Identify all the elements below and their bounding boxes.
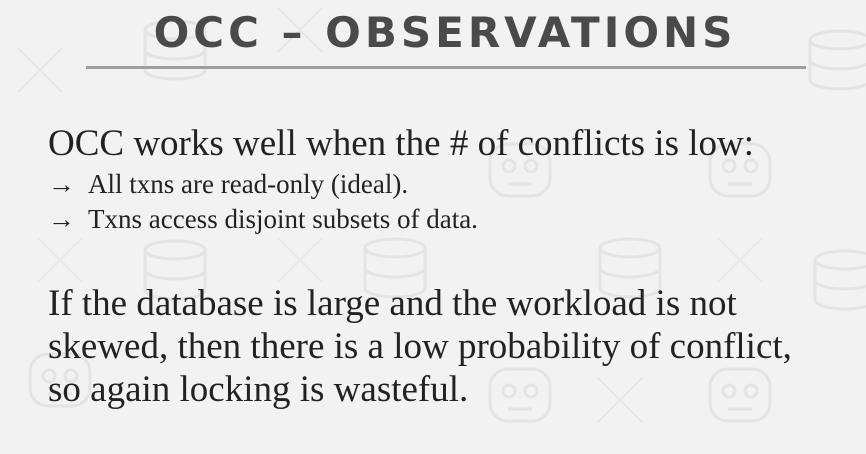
arrow-icon: → bbox=[48, 169, 75, 199]
slide-title: OCC – OBSERVATIONS bbox=[153, 8, 737, 57]
paragraph-line: If the database is large and the workloa… bbox=[48, 283, 737, 324]
cross-icon bbox=[37, 237, 83, 283]
lead-statement: OCC works well when the # of conflicts i… bbox=[48, 123, 754, 164]
bullet-text: All txns are read-only (ideal). bbox=[88, 169, 409, 199]
cross-icon bbox=[277, 237, 323, 283]
arrow-icon: → bbox=[48, 204, 75, 234]
bullet-item: → Txns access disjoint subsets of data. bbox=[48, 203, 478, 235]
conclusion-paragraph: If the database is large and the workloa… bbox=[48, 282, 848, 411]
paragraph-line: so again locking is wasteful. bbox=[48, 369, 469, 410]
paragraph-line: skewed, then there is a low probability … bbox=[48, 326, 792, 367]
bullet-item: → All txns are read-only (ideal). bbox=[48, 168, 408, 200]
cross-icon bbox=[717, 237, 763, 283]
title-underline bbox=[86, 66, 806, 69]
bullet-text: Txns access disjoint subsets of data. bbox=[88, 204, 478, 234]
